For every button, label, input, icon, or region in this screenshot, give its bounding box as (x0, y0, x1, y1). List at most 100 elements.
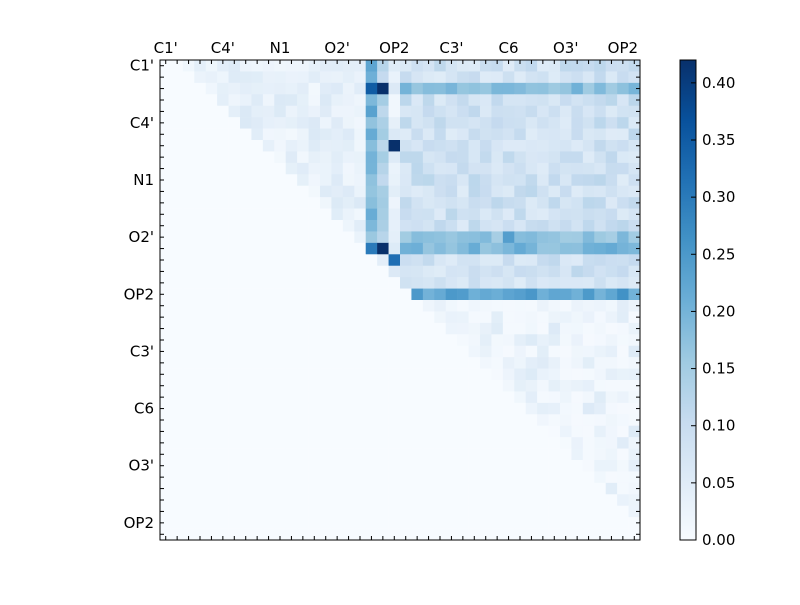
heatmap-cell (262, 448, 275, 461)
heatmap-cell (297, 94, 309, 107)
heatmap-cell (365, 277, 378, 289)
heatmap-cell (308, 254, 321, 267)
heatmap-cell (194, 482, 207, 495)
heatmap-cell (571, 380, 584, 392)
heatmap-cell (491, 71, 504, 84)
heatmap-cell (377, 277, 389, 289)
heatmap-cell (502, 105, 515, 118)
heatmap-cell (491, 505, 504, 518)
heatmap-cell (628, 105, 641, 118)
heatmap-cell (228, 391, 241, 404)
heatmap-cell (445, 128, 458, 141)
heatmap-cell (388, 300, 401, 312)
heatmap-cell (285, 437, 298, 449)
heatmap-cell (320, 528, 332, 541)
heatmap-cell (514, 94, 527, 107)
heatmap-cell (525, 357, 538, 369)
heatmap-cell (422, 94, 435, 107)
heatmap-cell (251, 300, 264, 312)
heatmap-cell (525, 231, 538, 244)
heatmap-cell (320, 71, 332, 84)
heatmap-cell (354, 174, 367, 187)
heatmap-cell (354, 528, 367, 541)
heatmap-cell (320, 368, 332, 381)
heatmap-cell (548, 414, 561, 427)
heatmap-cell (342, 425, 355, 438)
heatmap-cell (434, 391, 447, 404)
heatmap-cell (388, 265, 401, 278)
heatmap-cell (411, 60, 424, 72)
heatmap-cell (160, 140, 172, 152)
heatmap-cell (308, 105, 321, 118)
heatmap-cell (445, 334, 458, 347)
heatmap-cell (160, 322, 172, 335)
heatmap-cell (548, 345, 561, 358)
heatmap-cell (182, 380, 195, 392)
heatmap-cell (537, 265, 549, 278)
heatmap-cell (422, 174, 435, 187)
heatmap-cell (582, 208, 595, 221)
heatmap-cell (617, 460, 629, 472)
heatmap-cell (582, 265, 595, 278)
heatmap-cell (560, 140, 572, 152)
heatmap-cell (388, 345, 401, 358)
heatmap-cell (468, 357, 481, 369)
heatmap-cell (571, 345, 584, 358)
heatmap-cell (628, 322, 641, 335)
heatmap-cell (240, 311, 252, 324)
heatmap-cell (571, 151, 584, 164)
heatmap-cell (365, 60, 378, 72)
heatmap-cell (617, 231, 629, 244)
heatmap-cell (445, 231, 458, 244)
heatmap-cell (400, 140, 412, 152)
heatmap-cell (594, 185, 607, 198)
heatmap-cell (594, 380, 607, 392)
heatmap-cell (320, 471, 332, 484)
heatmap-cell (365, 208, 378, 221)
heatmap-cell (560, 162, 572, 175)
heatmap-cell (274, 277, 287, 289)
heatmap-cell (457, 105, 469, 118)
heatmap-cell (571, 322, 584, 335)
heatmap-cell (548, 494, 561, 507)
heatmap-cell (228, 60, 241, 72)
heatmap-cell (400, 162, 412, 175)
heatmap-cell (217, 311, 229, 324)
heatmap-cell (560, 71, 572, 84)
heatmap-cell (297, 208, 309, 221)
heatmap-cell (582, 288, 595, 301)
heatmap-cell (377, 528, 389, 541)
heatmap-cell (537, 288, 549, 301)
heatmap-cell (491, 334, 504, 347)
heatmap-cell (571, 174, 584, 187)
heatmap-cell (194, 345, 207, 358)
heatmap-cell (491, 151, 504, 164)
heatmap-cell (320, 425, 332, 438)
heatmap-cell (377, 402, 389, 415)
heatmap-cell (468, 311, 481, 324)
heatmap-cell (240, 140, 252, 152)
heatmap-cell (605, 528, 618, 541)
heatmap-cell (628, 254, 641, 267)
heatmap-cell (537, 185, 549, 198)
heatmap-cell (262, 368, 275, 381)
heatmap-cell (160, 517, 172, 529)
heatmap-cell (182, 517, 195, 529)
heatmap-cell (274, 391, 287, 404)
heatmap-cell (160, 425, 172, 438)
heatmap-cell (628, 94, 641, 107)
heatmap-cell (297, 242, 309, 255)
heatmap-cell (502, 414, 515, 427)
heatmap-cell (308, 368, 321, 381)
heatmap-cell (205, 162, 218, 175)
heatmap-cell (262, 505, 275, 518)
heatmap-cell (217, 128, 229, 141)
heatmap-cell (445, 368, 458, 381)
heatmap-cell (240, 414, 252, 427)
heatmap-cell (525, 368, 538, 381)
heatmap-cell (445, 162, 458, 175)
heatmap-cell (400, 242, 412, 255)
heatmap-cell (354, 425, 367, 438)
heatmap-cell (377, 242, 389, 255)
heatmap-cell (434, 402, 447, 415)
